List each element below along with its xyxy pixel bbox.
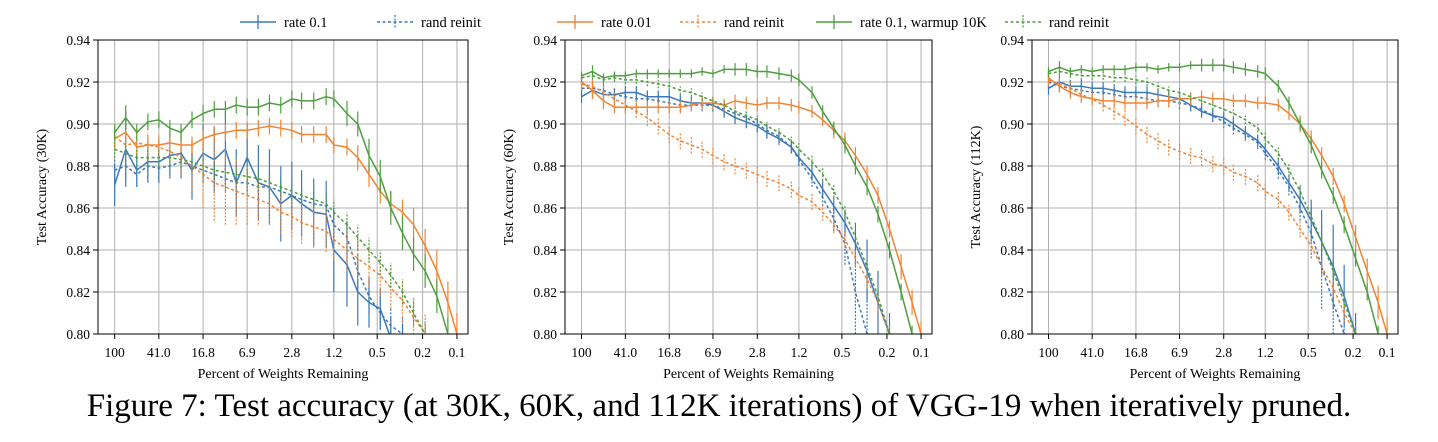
tick-label-y: 0.86 [66, 201, 90, 216]
series-line [1048, 70, 1357, 334]
legend-label: rand reinit [421, 15, 481, 31]
tick-label-y: 0.88 [66, 159, 90, 174]
tick-label-x: 0.2 [414, 345, 431, 360]
tick-label-y: 0.80 [1000, 327, 1024, 342]
tick-label-x: 0.5 [369, 345, 386, 360]
tick-label-x: 6.9 [705, 345, 722, 360]
tick-label-x: 6.9 [239, 345, 256, 360]
tick-label-y: 0.80 [66, 327, 90, 342]
tick-label-y: 0.82 [1000, 285, 1024, 300]
legend-label: rate 0.01 [601, 15, 652, 31]
tick-label-x: 16.8 [657, 345, 681, 360]
series-group [1047, 58, 1388, 334]
tick-label-y: 0.94 [66, 33, 90, 48]
tick-label-y: 0.88 [533, 159, 557, 174]
figure-caption: Figure 7: Test accuracy (at 30K, 60K, an… [86, 388, 1352, 424]
tick-label-x: 2.8 [1215, 345, 1232, 360]
legend-entry: rate 0.01 [557, 15, 652, 31]
tick-label-x: 1.2 [1257, 345, 1274, 360]
tick-label-y: 0.84 [1000, 243, 1024, 258]
series-line [581, 81, 922, 334]
series-group [580, 63, 922, 334]
series-line [1048, 77, 1388, 334]
tick-label-x: 0.2 [879, 345, 896, 360]
series-line [581, 83, 891, 334]
tick-label-x: 100 [571, 345, 592, 360]
chart-panel: 0.80 0.82 0.84 0.86 0.88 0.90 0.92 0.94 100 41.0 1… [35, 33, 469, 382]
tick-label-x: 1.2 [325, 345, 342, 360]
tick-label-x: 16.8 [1124, 345, 1148, 360]
plot-frame [1031, 39, 1399, 335]
tick-label-x: 1.2 [790, 345, 807, 360]
tick-label-x: 0.2 [1345, 345, 1362, 360]
tick-label-x: 0.1 [1379, 345, 1396, 360]
tick-label-y: 0.86 [1000, 201, 1024, 216]
legend-entry: rand reinit [680, 15, 784, 31]
tick-label-y: 0.90 [533, 117, 557, 132]
tick-label-y: 0.92 [66, 75, 90, 90]
legend-entry: rate 0.1 [240, 15, 327, 31]
legend-label: rand reinit [724, 15, 784, 31]
tick-label-y: 0.82 [66, 285, 90, 300]
chart-panel: 0.80 0.82 0.84 0.86 0.88 0.90 0.92 0.94 100 41.0 1… [502, 33, 933, 382]
tick-label-x: 2.8 [283, 345, 300, 360]
tick-label-x: 41.0 [147, 345, 171, 360]
tick-label-y: 0.90 [1000, 117, 1024, 132]
tick-label-x: 0.5 [833, 345, 850, 360]
legend-entry: rand reinit [1005, 15, 1109, 31]
series-line [1048, 79, 1357, 334]
series-line [1048, 81, 1345, 334]
tick-label-x: 16.8 [191, 345, 215, 360]
legend-entry: rate 0.1, warmup 10K [816, 15, 987, 31]
y-axis-label: Test Accuracy (30K) [35, 128, 50, 245]
legend-entry: rand reinit [377, 15, 481, 31]
tick-label-x: 2.8 [749, 345, 766, 360]
tick-label-x: 100 [1038, 345, 1059, 360]
y-axis-label: Test Accuracy (60K) [502, 128, 517, 245]
legend-label: rand reinit [1049, 15, 1109, 31]
tick-label-y: 0.88 [1000, 159, 1024, 174]
x-axis-label: Percent of Weights Remaining [663, 367, 834, 382]
tick-label-y: 0.94 [1000, 33, 1024, 48]
series-group [113, 88, 458, 334]
plot-frame [564, 39, 933, 335]
series-line [581, 89, 891, 334]
chart-panels: 0.80 0.82 0.84 0.86 0.88 0.90 0.92 0.94 100 41.0 1… [35, 33, 1399, 382]
legend: rate 0.1 rand reinit rate 0.01 rand reinit r… [240, 15, 1109, 31]
tick-label-y: 0.92 [1000, 75, 1024, 90]
tick-label-y: 0.84 [66, 243, 90, 258]
tick-label-y: 0.90 [66, 117, 90, 132]
tick-label-x: 100 [105, 345, 126, 360]
tick-label-x: 0.5 [1300, 345, 1317, 360]
tick-label-y: 0.86 [533, 201, 557, 216]
series-line [114, 125, 458, 334]
tick-label-y: 0.82 [533, 285, 557, 300]
y-axis-label: Test Accuracy (112K) [969, 125, 984, 248]
tick-label-y: 0.80 [533, 327, 557, 342]
chart-panel: 0.80 0.82 0.84 0.86 0.88 0.90 0.92 0.94 100 41.0 1… [969, 33, 1399, 382]
x-axis-label: Percent of Weights Remaining [198, 367, 369, 382]
tick-label-y: 0.84 [533, 243, 557, 258]
legend-label: rate 0.1 [284, 15, 327, 31]
series-line [581, 87, 868, 334]
tick-label-x: 0.1 [913, 345, 930, 360]
figure: rate 0.1 rand reinit rate 0.01 rand reinit r… [35, 15, 1399, 382]
tick-label-x: 41.0 [614, 345, 638, 360]
tick-label-y: 0.92 [533, 75, 557, 90]
legend-label: rate 0.1, warmup 10K [860, 15, 987, 31]
x-axis-label: Percent of Weights Remaining [1130, 367, 1301, 382]
tick-label-x: 41.0 [1080, 345, 1104, 360]
tick-label-x: 0.1 [449, 345, 466, 360]
tick-label-x: 6.9 [1171, 345, 1188, 360]
plot-frame [97, 39, 469, 335]
tick-label-y: 0.94 [533, 33, 557, 48]
